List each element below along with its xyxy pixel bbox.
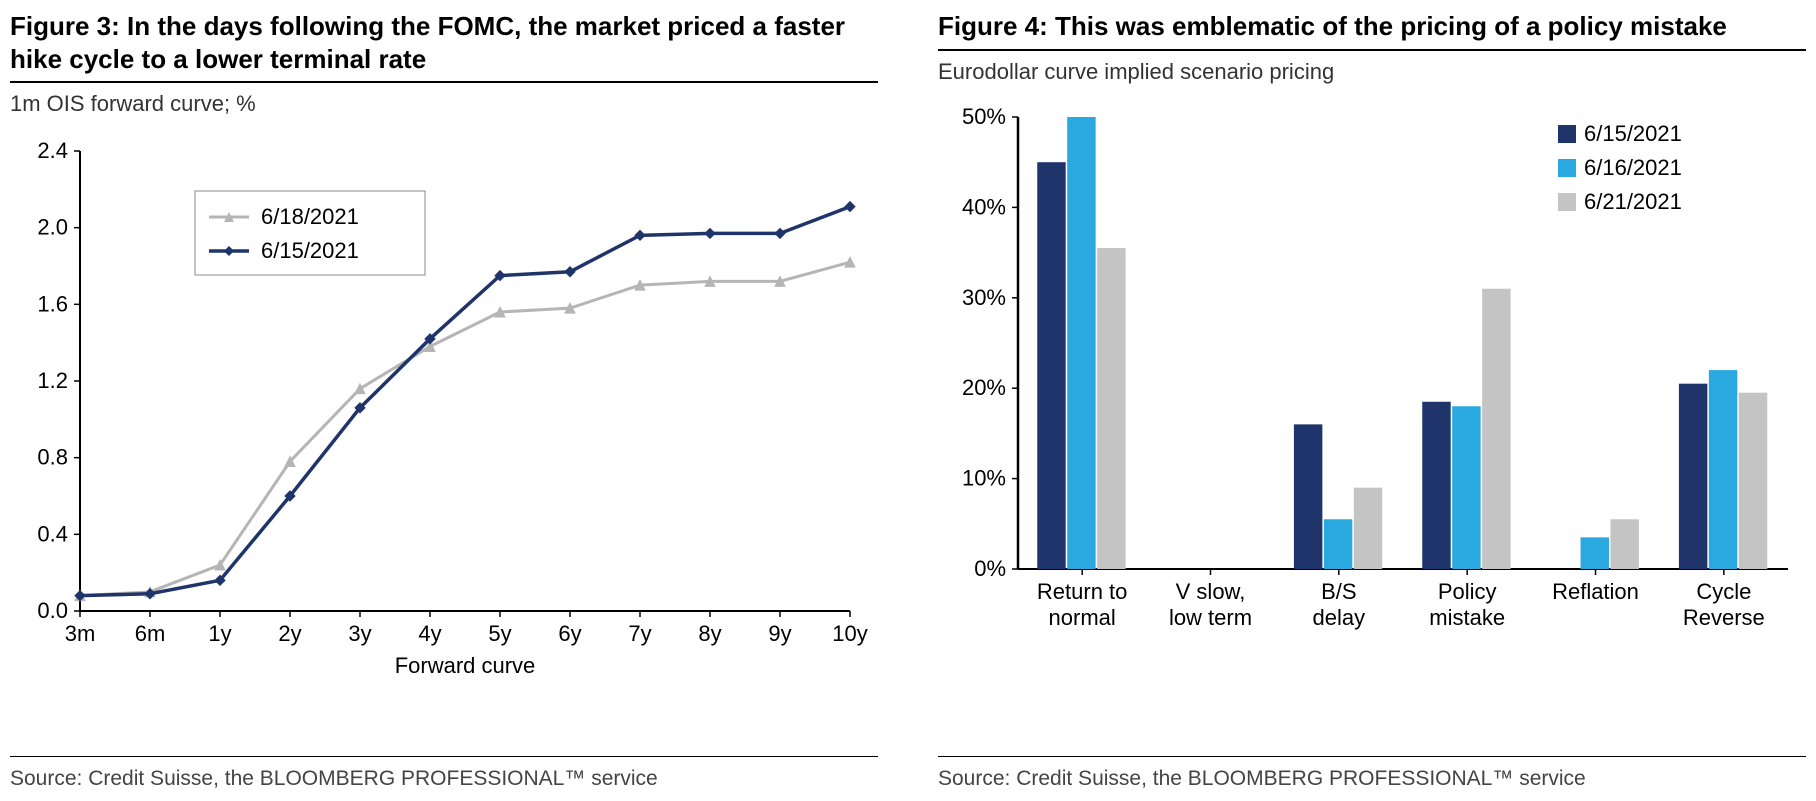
svg-text:3y: 3y [348, 621, 371, 646]
svg-text:delay: delay [1313, 605, 1366, 630]
svg-text:mistake: mistake [1429, 605, 1505, 630]
svg-text:1y: 1y [208, 621, 231, 646]
svg-text:Reflation: Reflation [1552, 579, 1639, 604]
svg-text:1.2: 1.2 [37, 368, 68, 393]
svg-text:1.6: 1.6 [37, 291, 68, 316]
svg-text:Cycle: Cycle [1696, 579, 1751, 604]
figure-3-subtitle: 1m OIS forward curve; % [10, 91, 878, 117]
figure-4-panel: Figure 4: This was emblematic of the pri… [938, 10, 1806, 791]
figure-4-subtitle: Eurodollar curve implied scenario pricin… [938, 59, 1806, 85]
figure-3-source: Source: Credit Suisse, the BLOOMBERG PRO… [10, 767, 878, 791]
bar-chart-svg: 0% 10% 20% 30% 40% 50% Return tonormal V slow,l… [938, 99, 1798, 659]
svg-text:0%: 0% [974, 556, 1006, 581]
figure-4-chart: 0% 10% 20% 30% 40% 50% Return tonormal V slow,l… [938, 99, 1806, 749]
svg-text:6/15/2021: 6/15/2021 [1584, 121, 1682, 146]
svg-text:8y: 8y [698, 621, 721, 646]
figure-3-chart: 0.0 0.4 0.8 1.2 1.6 2.0 2.4 3m 6m 1y 2y 3y 4y 5y 6y 7y 8… [10, 131, 878, 748]
svg-text:2y: 2y [278, 621, 301, 646]
svg-text:0.0: 0.0 [37, 598, 68, 623]
svg-text:3m: 3m [65, 621, 96, 646]
figure-4-source: Source: Credit Suisse, the BLOOMBERG PRO… [938, 767, 1806, 791]
svg-text:6y: 6y [558, 621, 581, 646]
svg-text:6/21/2021: 6/21/2021 [1584, 189, 1682, 214]
svg-text:4y: 4y [418, 621, 441, 646]
svg-text:7y: 7y [628, 621, 651, 646]
svg-text:6/16/2021: 6/16/2021 [1584, 155, 1682, 180]
svg-text:10%: 10% [962, 465, 1006, 490]
line-chart-svg: 0.0 0.4 0.8 1.2 1.6 2.0 2.4 3m 6m 1y 2y 3y 4y 5y 6y 7y 8… [10, 131, 870, 691]
svg-text:6/18/2021: 6/18/2021 [261, 204, 359, 229]
svg-text:Policy: Policy [1438, 579, 1497, 604]
svg-text:2.0: 2.0 [37, 215, 68, 240]
svg-text:low term: low term [1169, 605, 1252, 630]
svg-text:V slow,: V slow, [1176, 579, 1246, 604]
svg-text:2.4: 2.4 [37, 138, 68, 163]
svg-text:6m: 6m [135, 621, 166, 646]
figure-4-title: Figure 4: This was emblematic of the pri… [938, 10, 1806, 51]
svg-text:40%: 40% [962, 194, 1006, 219]
svg-text:50%: 50% [962, 104, 1006, 129]
svg-text:normal: normal [1049, 605, 1116, 630]
figure-3-title: Figure 3: In the days following the FOMC… [10, 10, 878, 83]
svg-text:20%: 20% [962, 375, 1006, 400]
svg-text:Forward curve: Forward curve [395, 653, 536, 678]
svg-text:Return to: Return to [1037, 579, 1128, 604]
svg-text:10y: 10y [832, 621, 867, 646]
svg-text:9y: 9y [768, 621, 791, 646]
svg-text:5y: 5y [488, 621, 511, 646]
svg-text:Reverse: Reverse [1683, 605, 1765, 630]
svg-text:0.8: 0.8 [37, 445, 68, 470]
svg-text:6/15/2021: 6/15/2021 [261, 238, 359, 263]
svg-text:0.4: 0.4 [37, 521, 68, 546]
figure-3-panel: Figure 3: In the days following the FOMC… [10, 10, 878, 791]
svg-text:30%: 30% [962, 284, 1006, 309]
svg-text:B/S: B/S [1321, 579, 1356, 604]
